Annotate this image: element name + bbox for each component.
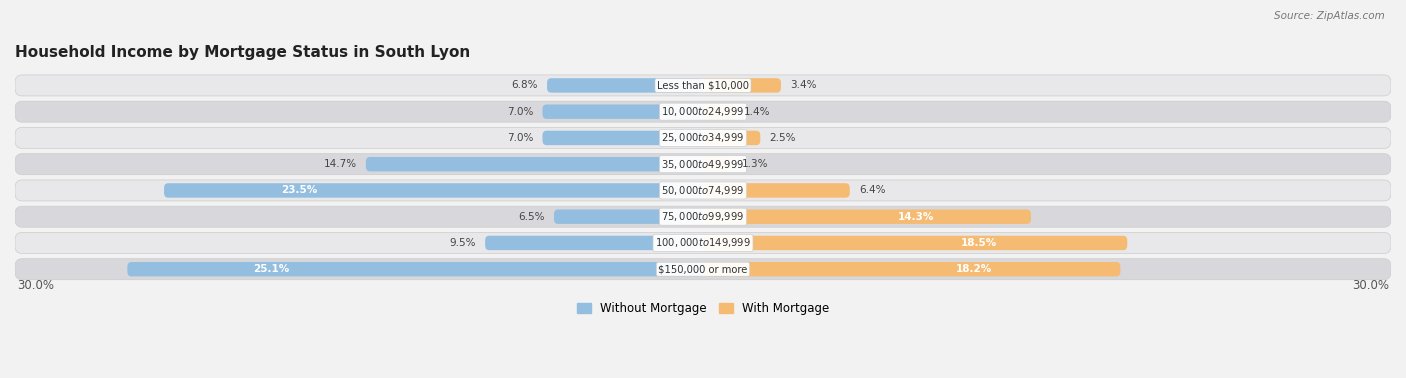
Text: $25,000 to $34,999: $25,000 to $34,999 (661, 132, 745, 144)
Text: Source: ZipAtlas.com: Source: ZipAtlas.com (1274, 11, 1385, 21)
Text: 14.3%: 14.3% (898, 212, 935, 222)
FancyBboxPatch shape (703, 209, 1031, 224)
Text: $75,000 to $99,999: $75,000 to $99,999 (661, 210, 745, 223)
FancyBboxPatch shape (15, 154, 1391, 175)
FancyBboxPatch shape (15, 127, 1391, 149)
FancyBboxPatch shape (547, 78, 703, 93)
FancyBboxPatch shape (15, 101, 1391, 122)
Text: 1.4%: 1.4% (744, 107, 770, 117)
FancyBboxPatch shape (703, 236, 1128, 250)
FancyBboxPatch shape (15, 232, 1391, 254)
Text: 30.0%: 30.0% (17, 279, 55, 292)
FancyBboxPatch shape (485, 236, 703, 250)
Text: 18.5%: 18.5% (960, 238, 997, 248)
Text: $50,000 to $74,999: $50,000 to $74,999 (661, 184, 745, 197)
FancyBboxPatch shape (165, 183, 703, 198)
FancyBboxPatch shape (703, 78, 780, 93)
Text: 6.4%: 6.4% (859, 186, 886, 195)
Text: 2.5%: 2.5% (769, 133, 796, 143)
Legend: Without Mortgage, With Mortgage: Without Mortgage, With Mortgage (572, 297, 834, 319)
FancyBboxPatch shape (366, 157, 703, 171)
Text: 25.1%: 25.1% (253, 264, 290, 274)
Text: 6.8%: 6.8% (512, 81, 538, 90)
Text: Less than $10,000: Less than $10,000 (657, 81, 749, 90)
Text: 7.0%: 7.0% (508, 107, 533, 117)
Text: 9.5%: 9.5% (450, 238, 477, 248)
FancyBboxPatch shape (543, 131, 703, 145)
FancyBboxPatch shape (703, 104, 735, 119)
FancyBboxPatch shape (15, 259, 1391, 280)
FancyBboxPatch shape (703, 131, 761, 145)
FancyBboxPatch shape (15, 206, 1391, 227)
Text: 30.0%: 30.0% (1351, 279, 1389, 292)
Text: 18.2%: 18.2% (956, 264, 993, 274)
FancyBboxPatch shape (15, 75, 1391, 96)
Text: $35,000 to $49,999: $35,000 to $49,999 (661, 158, 745, 171)
Text: $100,000 to $149,999: $100,000 to $149,999 (655, 237, 751, 249)
Text: 7.0%: 7.0% (508, 133, 533, 143)
FancyBboxPatch shape (543, 104, 703, 119)
FancyBboxPatch shape (703, 262, 1121, 276)
FancyBboxPatch shape (15, 180, 1391, 201)
FancyBboxPatch shape (554, 209, 703, 224)
Text: 6.5%: 6.5% (519, 212, 544, 222)
Text: 1.3%: 1.3% (742, 159, 769, 169)
FancyBboxPatch shape (703, 157, 733, 171)
FancyBboxPatch shape (128, 262, 703, 276)
FancyBboxPatch shape (703, 183, 849, 198)
Text: 14.7%: 14.7% (323, 159, 357, 169)
Text: $10,000 to $24,999: $10,000 to $24,999 (661, 105, 745, 118)
Text: 23.5%: 23.5% (281, 186, 316, 195)
Text: Household Income by Mortgage Status in South Lyon: Household Income by Mortgage Status in S… (15, 45, 470, 60)
Text: $150,000 or more: $150,000 or more (658, 264, 748, 274)
Text: 3.4%: 3.4% (790, 81, 817, 90)
